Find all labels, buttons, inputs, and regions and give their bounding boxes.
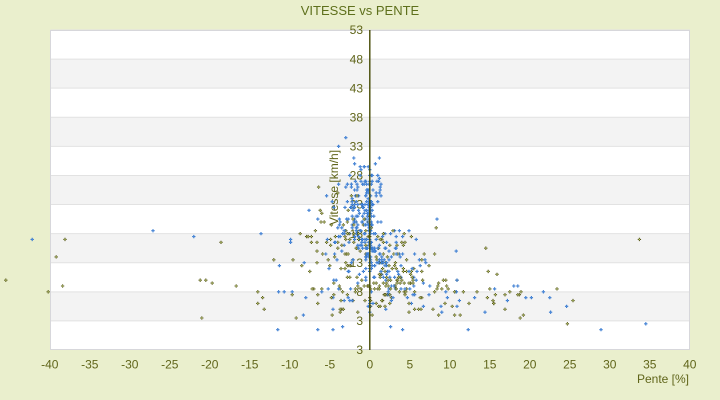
svg-text:43: 43 [350,81,364,95]
svg-text:40: 40 [683,358,697,372]
svg-text:Pente [%]: Pente [%] [637,372,689,386]
svg-text:20: 20 [523,358,537,372]
svg-text:3: 3 [356,343,363,357]
svg-text:3: 3 [356,314,363,328]
svg-text:-5: -5 [324,358,335,372]
svg-text:53: 53 [350,23,364,37]
svg-text:-30: -30 [121,358,139,372]
svg-text:8: 8 [356,285,363,299]
svg-text:0: 0 [366,358,373,372]
svg-text:15: 15 [483,358,497,372]
svg-text:30: 30 [603,358,617,372]
svg-text:28: 28 [350,169,364,183]
svg-text:38: 38 [350,111,364,125]
svg-text:-10: -10 [281,358,299,372]
svg-text:-35: -35 [81,358,99,372]
svg-text:10: 10 [443,358,457,372]
svg-text:-40: -40 [41,358,59,372]
svg-text:25: 25 [563,358,577,372]
svg-text:VITESSE vs PENTE: VITESSE vs PENTE [301,3,420,18]
svg-text:-20: -20 [201,358,219,372]
svg-text:-15: -15 [241,358,259,372]
svg-text:48: 48 [350,52,364,66]
svg-text:Vitesse [km/h]: Vitesse [km/h] [327,150,341,225]
svg-text:33: 33 [350,140,364,154]
svg-text:35: 35 [643,358,657,372]
svg-text:5: 5 [406,358,413,372]
svg-text:-25: -25 [161,358,179,372]
